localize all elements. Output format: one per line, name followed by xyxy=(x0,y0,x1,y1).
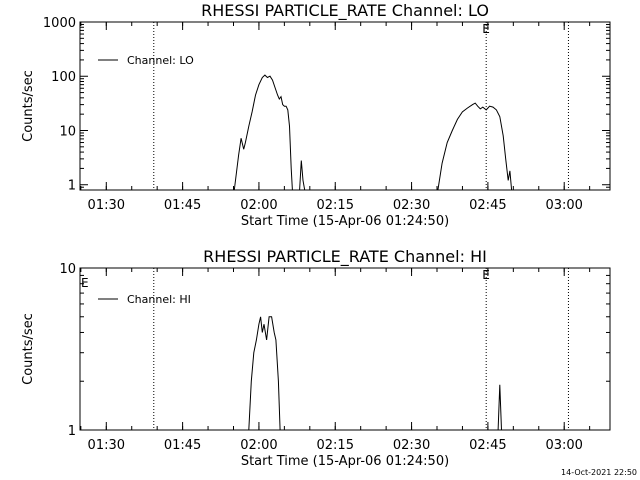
chart1-corner-label: E xyxy=(81,276,89,290)
chart0-ytick-label: 1 xyxy=(68,179,76,194)
chart1-xtick-label: 02:30 xyxy=(393,438,430,453)
footer-timestamp: 14-Oct-2021 22:50 xyxy=(561,468,637,477)
chart1-plot-frame xyxy=(79,267,611,431)
chart1-xtick-label: 01:45 xyxy=(164,438,201,453)
chart0-ytick-label: 10 xyxy=(59,124,76,139)
chart1-legend-entry: Channel: HI xyxy=(127,293,191,306)
chart0-xtick-label: 02:15 xyxy=(317,198,354,213)
chart0-xtick-label: 02:30 xyxy=(393,198,430,213)
chart0-series-line-segment xyxy=(233,74,293,191)
chart1-ytick-label: 10 xyxy=(59,262,76,277)
chart0-xtick-label: 02:45 xyxy=(469,198,506,213)
chart0-marker-label: E xyxy=(482,22,490,36)
chart1-series-line-segment xyxy=(497,384,502,431)
chart1-xtick-label: 01:30 xyxy=(88,438,125,453)
chart0-series-line-segment xyxy=(299,160,306,191)
chart0-x-axis-label: Start Time (15-Apr-06 01:24:50) xyxy=(241,214,449,229)
chart0-ytick-label: 100 xyxy=(51,70,76,85)
chart1-ytick-label: 1 xyxy=(68,424,76,439)
chart0-y-axis-label: Counts/sec xyxy=(21,70,36,142)
chart1-marker-label: E xyxy=(482,268,490,282)
chart0-xtick-label: 02:00 xyxy=(240,198,277,213)
chart0-series-line-segment xyxy=(437,102,513,191)
chart1-xtick-label: 02:00 xyxy=(240,438,277,453)
chart0-legend-entry: Channel: LO xyxy=(127,54,194,67)
chart1-series-line-segment xyxy=(248,316,281,431)
chart0-plot-frame xyxy=(79,21,611,191)
chart0-xtick-label: 03:00 xyxy=(545,198,582,213)
chart1-title: RHESSI PARTICLE_RATE Channel: HI xyxy=(203,247,487,267)
chart1-x-axis-label: Start Time (15-Apr-06 01:24:50) xyxy=(241,454,449,469)
chart0-xtick-label: 01:45 xyxy=(164,198,201,213)
chart1-xtick-label: 02:45 xyxy=(469,438,506,453)
chart0-ytick-label: 1000 xyxy=(43,16,76,31)
chart0-title: RHESSI PARTICLE_RATE Channel: LO xyxy=(201,1,489,21)
chart1-xtick-label: 02:15 xyxy=(317,438,354,453)
chart0-xtick-label: 01:30 xyxy=(88,198,125,213)
chart1-y-axis-label: Counts/sec xyxy=(21,313,36,385)
chart1-xtick-label: 03:00 xyxy=(545,438,582,453)
